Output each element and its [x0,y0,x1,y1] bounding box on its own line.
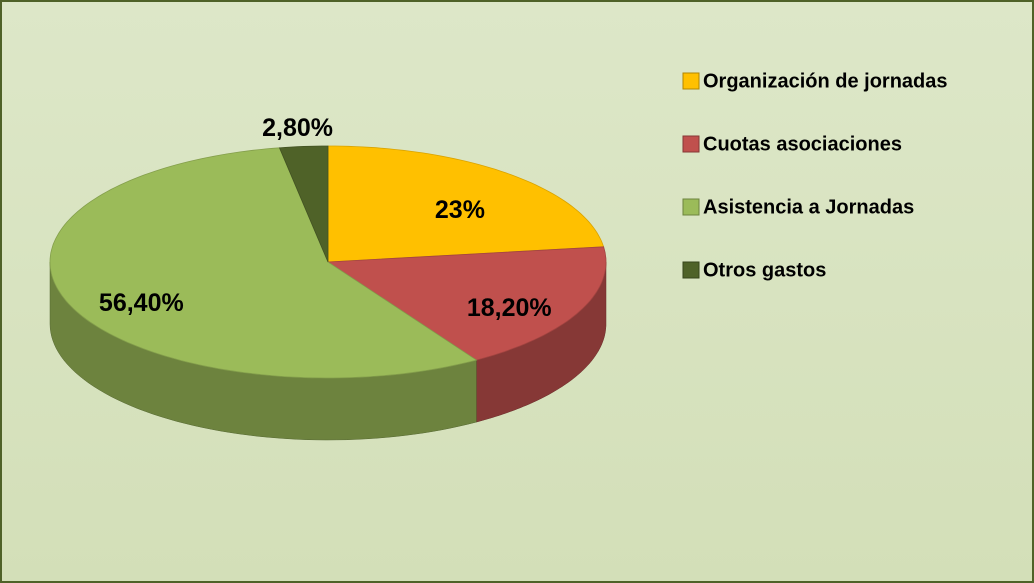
pie-tops [49,145,607,379]
slice [278,145,329,263]
legend-label: Organización de jornadas [703,70,948,92]
slice [326,246,607,361]
legend-swatch [682,72,700,90]
legend-swatch [682,261,700,279]
value-label: 2,80% [262,114,333,142]
legend-label: Otros gastos [703,259,826,281]
legend-swatch [682,135,700,153]
value-label: 18,20% [467,294,552,322]
value-label: 23% [435,196,485,224]
legend-label: Asistencia a Jornadas [703,196,914,218]
legend: Organización de jornadas Cuotas asociacio… [682,70,948,281]
slice [327,145,605,263]
slice [49,147,478,379]
value-labels: 23% 18,20% 56,40% 2,80% [99,114,552,322]
value-label: 56,40% [99,289,184,317]
legend-label: Cuotas asociaciones [703,133,902,155]
legend-swatch [682,198,700,216]
